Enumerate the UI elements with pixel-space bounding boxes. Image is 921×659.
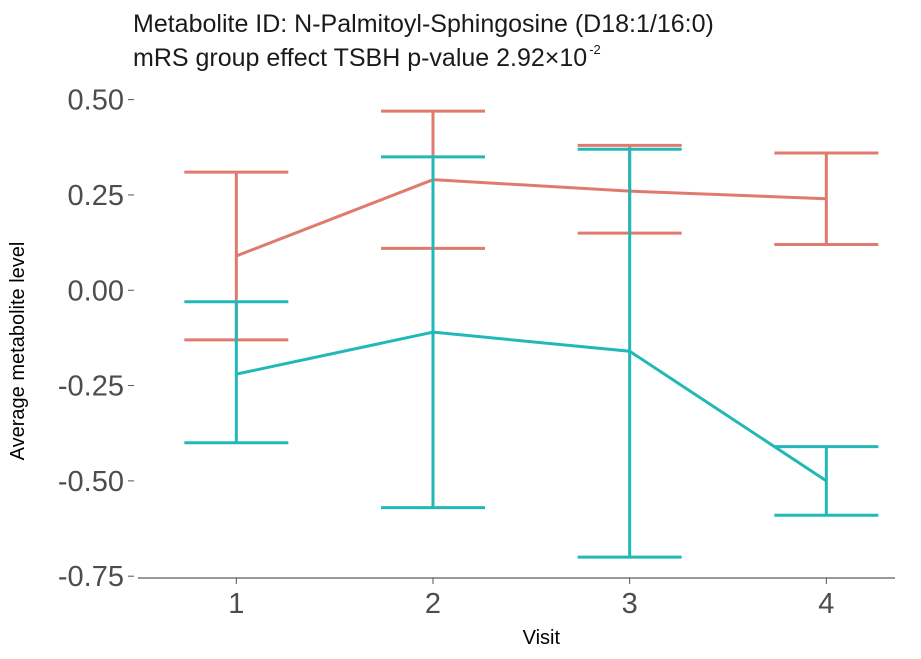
x-tick-label: 4: [818, 588, 834, 620]
y-tick-label: 0.25: [68, 180, 124, 212]
x-axis-ticks: 1 2 3 4: [228, 578, 834, 620]
chart-title: Metabolite ID: N-Palmitoyl-Sphingosine (…: [133, 10, 714, 38]
y-tick-label: 0.00: [68, 275, 124, 307]
subtitle-exponent: -2: [589, 42, 601, 57]
y-tick-label: -0.75: [58, 561, 124, 593]
y-tick-label: -0.50: [58, 466, 124, 498]
x-axis-title: Visit: [523, 627, 561, 649]
y-tick-label: -0.25: [58, 371, 124, 403]
series-2: [184, 147, 879, 559]
subtitle-times: ×10: [544, 44, 588, 72]
series-1: [184, 109, 879, 342]
subtitle-text: mRS group effect TSBH p-value 2.92: [133, 44, 545, 72]
y-axis-ticks: 0.50 0.25 0.00 -0.25 -0.50 -0.75: [58, 85, 134, 593]
y-axis-title: Average metabolite level: [7, 242, 29, 461]
x-tick-label: 3: [622, 588, 638, 620]
series-layer: [184, 109, 879, 559]
y-tick-label: 0.50: [68, 85, 124, 117]
series-line: [235, 178, 827, 258]
x-tick-label: 2: [425, 588, 441, 620]
chart-subtitle: mRS group effect TSBH p-value 2.92×10 -2: [133, 43, 601, 71]
series-line: [236, 330, 828, 483]
x-tick-label: 1: [228, 588, 244, 620]
